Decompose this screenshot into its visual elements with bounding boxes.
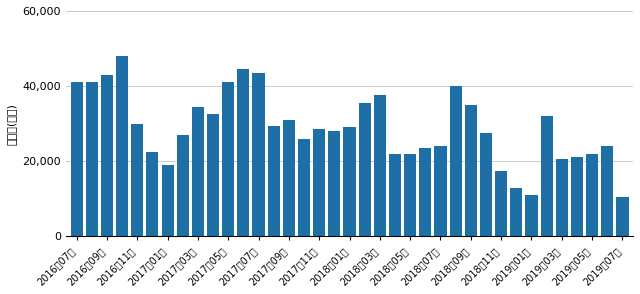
Bar bbox=[374, 96, 386, 236]
Bar bbox=[389, 154, 401, 236]
Bar bbox=[86, 82, 98, 236]
Bar bbox=[344, 127, 356, 236]
Bar bbox=[101, 75, 113, 236]
Bar bbox=[571, 158, 583, 236]
Y-axis label: 거래량(건수): 거래량(건수) bbox=[7, 103, 17, 145]
Bar bbox=[253, 73, 264, 236]
Bar bbox=[116, 56, 128, 236]
Bar bbox=[161, 165, 173, 236]
Bar bbox=[283, 120, 295, 236]
Bar bbox=[556, 159, 568, 236]
Bar bbox=[313, 129, 325, 236]
Bar bbox=[298, 139, 310, 236]
Bar bbox=[480, 133, 492, 236]
Bar bbox=[616, 197, 628, 236]
Bar bbox=[358, 103, 371, 236]
Bar bbox=[328, 131, 340, 236]
Bar bbox=[419, 148, 431, 236]
Bar bbox=[601, 146, 613, 236]
Bar bbox=[147, 152, 159, 236]
Bar bbox=[586, 154, 598, 236]
Bar bbox=[177, 135, 189, 236]
Bar bbox=[131, 124, 143, 236]
Bar bbox=[404, 154, 416, 236]
Bar bbox=[192, 107, 204, 236]
Bar bbox=[510, 188, 522, 236]
Bar bbox=[525, 195, 538, 236]
Bar bbox=[495, 171, 508, 236]
Bar bbox=[435, 146, 447, 236]
Bar bbox=[70, 82, 83, 236]
Bar bbox=[222, 82, 234, 236]
Bar bbox=[465, 105, 477, 236]
Bar bbox=[268, 126, 280, 236]
Bar bbox=[207, 114, 219, 236]
Bar bbox=[541, 116, 553, 236]
Bar bbox=[237, 69, 250, 236]
Bar bbox=[449, 86, 461, 236]
